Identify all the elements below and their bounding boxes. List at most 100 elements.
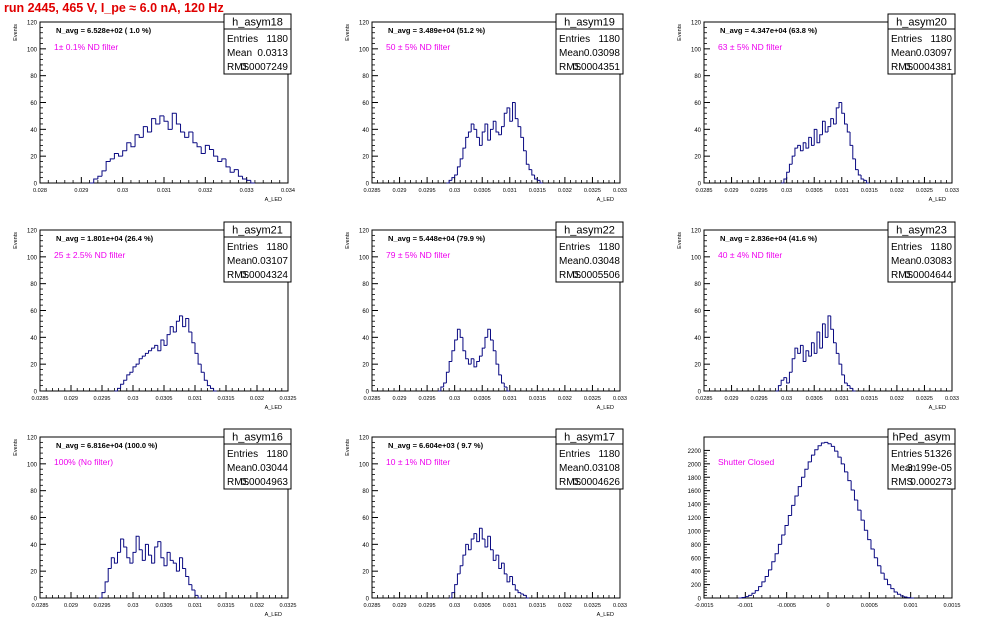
x-tick-label: 0.032 — [890, 396, 904, 402]
y-tick-label: 0 — [366, 390, 370, 396]
x-tick-label: 0.031 — [188, 603, 202, 609]
y-tick-label: 80 — [694, 74, 701, 80]
stats-entries-value: 1180 — [930, 34, 952, 45]
y-tick-label: 0 — [698, 597, 702, 603]
filter-annotation: 50 ± 5% ND filter — [386, 42, 450, 52]
filter-annotation: 79 ± 5% ND filter — [386, 250, 450, 260]
y-tick-label: 120 — [691, 229, 702, 235]
stats-mean-value: 0.0313 — [257, 48, 288, 59]
y-axis-label: Events — [677, 232, 683, 249]
y-tick-label: 0 — [34, 597, 38, 603]
y-tick-label: 20 — [362, 570, 369, 576]
x-tick-label: -0.0005 — [777, 603, 796, 609]
y-tick-label: 1600 — [688, 489, 702, 495]
x-tick-label: 0.029 — [393, 396, 407, 402]
stats-mean-label: Mean — [559, 463, 584, 474]
n-avg-label: N_avg = 5.448e+04 (79.9 %) — [388, 234, 486, 243]
x-tick-label: 0.0315 — [217, 396, 234, 402]
y-tick-label: 60 — [694, 101, 701, 107]
stats-mean-value: 0.03108 — [584, 463, 621, 474]
stats-entries-value: 51326 — [924, 449, 952, 460]
y-tick-label: 120 — [359, 436, 370, 442]
y-tick-label: 60 — [362, 516, 369, 522]
filter-annotation: 63 ± 5% ND filter — [718, 42, 782, 52]
x-tick-label: 0.0305 — [806, 188, 823, 194]
x-tick-label: 0.03 — [128, 603, 139, 609]
x-tick-label: 0.029 — [64, 396, 78, 402]
x-tick-label: 0.0285 — [695, 396, 712, 402]
y-tick-label: 40 — [30, 543, 37, 549]
n-avg-label: N_avg = 6.816e+04 (100.0 %) — [56, 441, 158, 450]
y-axis-label: Events — [13, 24, 19, 41]
y-tick-label: 1000 — [688, 529, 702, 535]
x-axis-label: A_LED — [265, 612, 282, 618]
y-tick-label: 20 — [30, 570, 37, 576]
y-tick-label: 20 — [362, 155, 369, 161]
y-tick-label: 40 — [30, 128, 37, 134]
x-tick-label: 0.03 — [781, 396, 792, 402]
x-tick-label: 0.032 — [250, 603, 264, 609]
stats-entries-label: Entries — [891, 242, 922, 253]
x-tick-label: 0.0305 — [155, 603, 172, 609]
n-avg-label: N_avg = 3.489e+04 (51.2 %) — [388, 26, 486, 35]
x-tick-label: 0.0005 — [861, 603, 878, 609]
n-avg-label: N_avg = 6.604e+03 ( 9.7 %) — [388, 441, 484, 450]
x-tick-label: 0.0285 — [31, 396, 48, 402]
x-tick-label: 0.0325 — [279, 396, 296, 402]
y-tick-label: 80 — [362, 489, 369, 495]
x-tick-label: 0.032 — [198, 188, 212, 194]
stats-entries-value: 1180 — [930, 242, 952, 253]
y-tick-label: 80 — [362, 74, 369, 80]
x-tick-label: 0.031 — [503, 396, 517, 402]
stats-mean-label: Mean — [891, 256, 916, 267]
x-tick-label: 0.0325 — [584, 396, 601, 402]
stats-rms-value: 0.0007249 — [241, 62, 289, 73]
x-tick-label: 0.03 — [128, 396, 139, 402]
stats-mean-value: 0.03083 — [916, 256, 953, 267]
stats-rms-value: 0.0004963 — [241, 477, 289, 488]
x-tick-label: 0.03 — [117, 188, 128, 194]
x-tick-label: 0.0305 — [474, 396, 491, 402]
stats-mean-value: 0.03044 — [252, 463, 289, 474]
y-tick-label: 20 — [30, 363, 37, 369]
x-tick-label: 0.029 — [64, 603, 78, 609]
stats-mean-value: 0.03048 — [584, 256, 621, 267]
stats-mean-value: 0.03098 — [584, 48, 621, 59]
stats-entries-label: Entries — [891, 449, 922, 460]
y-tick-label: 100 — [691, 255, 702, 261]
stats-entries-label: Entries — [559, 449, 590, 460]
x-tick-label: 0.0325 — [279, 603, 296, 609]
y-tick-label: 40 — [362, 128, 369, 134]
x-axis-label: A_LED — [929, 405, 946, 411]
x-axis-label: A_LED — [265, 197, 282, 203]
y-tick-label: 40 — [30, 336, 37, 342]
x-tick-label: 0.033 — [945, 188, 959, 194]
histogram-title: h_asym16 — [232, 432, 283, 444]
x-tick-label: 0.029 — [393, 603, 407, 609]
stats-entries-label: Entries — [891, 34, 922, 45]
y-tick-label: 400 — [691, 570, 702, 576]
stats-rms-value: 0.0004644 — [905, 270, 953, 281]
x-tick-label: 0.0315 — [861, 188, 878, 194]
histogram-title: h_asym18 — [232, 17, 283, 29]
stats-entries-value: 1180 — [598, 449, 620, 460]
x-tick-label: 0.034 — [281, 188, 295, 194]
x-tick-label: 0.032 — [890, 188, 904, 194]
stats-mean-label: Mean — [559, 256, 584, 267]
stats-rms-value: 0.0005506 — [573, 270, 621, 281]
x-tick-label: 0.0295 — [751, 396, 768, 402]
x-tick-label: 0.032 — [558, 603, 572, 609]
y-tick-label: 40 — [694, 128, 701, 134]
stats-mean-label: Mean — [227, 256, 252, 267]
filter-annotation: 10 ± 1% ND filter — [386, 457, 450, 467]
stats-entries-label: Entries — [227, 34, 258, 45]
stats-entries-value: 1180 — [598, 242, 620, 253]
y-tick-label: 200 — [691, 583, 702, 589]
histogram-title: h_asym20 — [896, 17, 947, 29]
y-tick-label: 0 — [698, 390, 702, 396]
stats-mean-label: Mean — [891, 48, 916, 59]
